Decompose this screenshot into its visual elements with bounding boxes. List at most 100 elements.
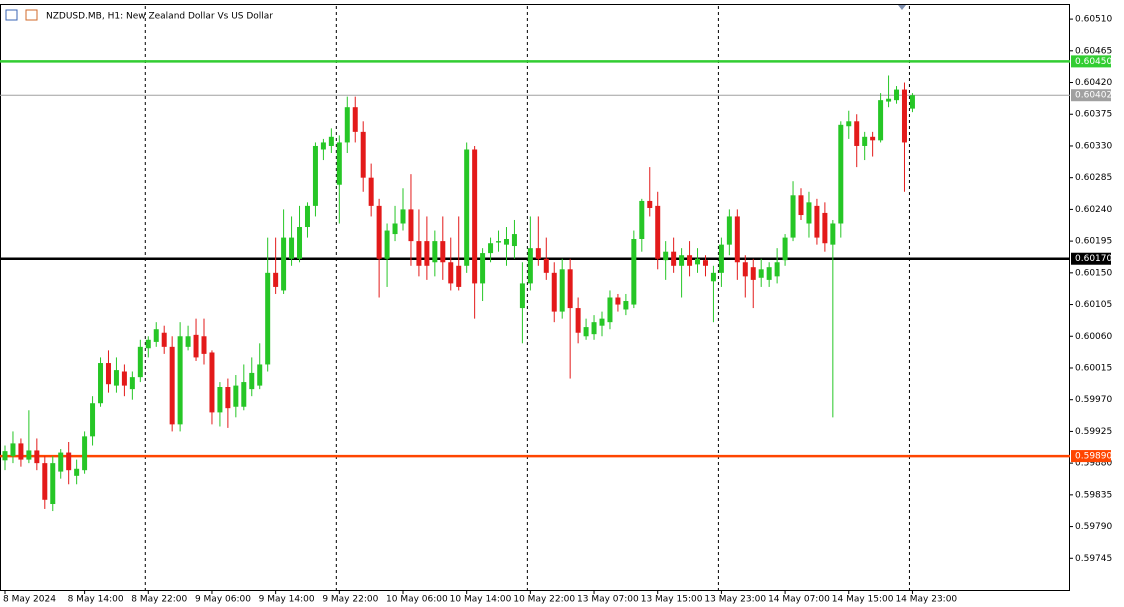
candle-body (838, 124, 844, 224)
candle-body (424, 241, 430, 266)
candle (153, 322, 159, 347)
candle-body (766, 267, 772, 280)
candle (535, 216, 541, 266)
x-tick-label: 14 May 15:00 (832, 595, 894, 605)
candle (193, 318, 199, 361)
candle (98, 357, 104, 407)
candle (304, 202, 310, 238)
candle (710, 265, 716, 323)
candle-body (50, 463, 56, 505)
candle-body (583, 327, 589, 337)
y-tick-label: 0.59835 (1075, 490, 1112, 500)
candle (10, 431, 16, 464)
candle (416, 209, 422, 277)
candle (2, 445, 8, 471)
plot-frame (0, 4, 1070, 591)
candle (591, 315, 597, 340)
candle-body (241, 382, 247, 407)
candle-body (695, 258, 701, 265)
candle-body (145, 339, 151, 349)
candle-body (607, 297, 613, 323)
candle (217, 382, 223, 427)
candle (631, 230, 637, 309)
candle-body (225, 387, 231, 409)
candle (392, 205, 398, 242)
candle (464, 142, 470, 273)
candle (758, 258, 764, 287)
candle-body (289, 237, 295, 259)
candle-body (161, 332, 167, 347)
candle-body (34, 450, 40, 464)
candle (105, 350, 111, 393)
candle (726, 209, 732, 256)
y-tick-label: 0.59880 (1075, 459, 1112, 469)
candle-body (814, 205, 820, 238)
candle (806, 191, 812, 238)
candle-body (846, 121, 852, 127)
candle-body (639, 200, 645, 239)
candle (766, 262, 772, 287)
candle-body (894, 89, 900, 101)
x-tick-label: 14 May 07:00 (768, 595, 830, 605)
candle-body (42, 463, 48, 500)
candle-body (74, 468, 80, 476)
candle-body (90, 403, 96, 437)
candle (344, 96, 350, 154)
candle-body (392, 223, 398, 235)
candle (90, 396, 96, 446)
candle-body (352, 107, 358, 132)
x-tick-label: 13 May 07:00 (577, 595, 639, 605)
candle-body (98, 363, 104, 404)
candle-body (2, 451, 8, 461)
candle (281, 209, 287, 294)
candle (543, 237, 549, 280)
candle-body (281, 237, 287, 291)
candle (488, 237, 494, 263)
y-tick-label: 0.60465 (1075, 46, 1112, 56)
candle (209, 350, 215, 425)
y-tick-label: 0.60375 (1075, 110, 1112, 120)
candle (718, 237, 724, 287)
candle-body (105, 363, 111, 385)
candle (671, 237, 677, 273)
candle (519, 262, 525, 344)
candle (289, 216, 295, 266)
candle (368, 163, 374, 217)
candle-body (623, 301, 629, 310)
candle (424, 216, 430, 280)
candle-body (26, 450, 32, 460)
candle (336, 135, 342, 224)
candle-body (320, 142, 326, 150)
level-label-box (1071, 89, 1111, 102)
level-label: 0.60402 (1075, 91, 1112, 101)
candle-body (551, 272, 557, 312)
y-tick-label: 0.59745 (1075, 554, 1112, 564)
candle-body (687, 255, 693, 266)
candle (312, 142, 318, 217)
level-label: 0.60170 (1075, 254, 1112, 264)
x-tick-label: 8 May 14:00 (68, 595, 124, 605)
candle-body (527, 248, 533, 284)
icon (25, 9, 38, 21)
candle (687, 241, 693, 277)
level-label-box (1071, 450, 1111, 463)
candle-body (679, 255, 685, 266)
candle (607, 290, 613, 330)
candle-body (10, 443, 16, 457)
candle-body (336, 142, 342, 185)
candle-body (655, 205, 661, 259)
candle-body (448, 262, 454, 284)
candle-body (82, 436, 88, 471)
candle (663, 241, 669, 280)
candle-body (870, 136, 876, 141)
candle-body (432, 241, 438, 263)
candle-body (265, 272, 271, 365)
x-tick-label: 10 May 06:00 (386, 595, 448, 605)
candle-body (249, 372, 255, 390)
candle (352, 96, 358, 143)
y-tick-label: 0.60015 (1075, 363, 1112, 373)
candle-body (233, 385, 239, 407)
y-tick-label: 0.59790 (1075, 522, 1112, 532)
candle (113, 357, 119, 393)
